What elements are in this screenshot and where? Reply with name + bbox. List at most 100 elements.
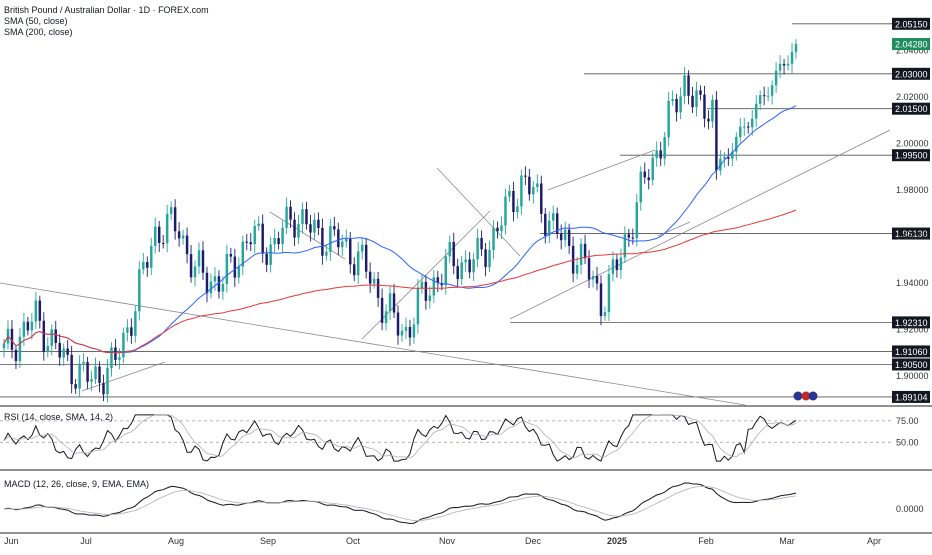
candle: [659, 150, 662, 159]
candle: [452, 242, 455, 267]
candle: [555, 213, 559, 234]
candle: [134, 311, 137, 336]
candle: [360, 244, 364, 252]
candle: [774, 70, 778, 86]
candle: [142, 262, 145, 270]
rsi-tick-label: 50.00: [896, 437, 919, 447]
candle: [484, 249, 487, 268]
candle: [412, 324, 416, 338]
time-tick-label: Nov: [439, 536, 456, 546]
candle: [50, 329, 53, 347]
candle: [313, 219, 316, 233]
candle: [349, 238, 352, 265]
candle: [400, 330, 404, 336]
candle: [18, 336, 22, 362]
price-tick-label: 1.94000: [896, 278, 929, 288]
trendline: [0, 282, 746, 406]
candle: [460, 262, 463, 280]
candle: [703, 94, 706, 119]
candle: [408, 326, 412, 338]
candle: [440, 283, 444, 286]
candle: [193, 266, 197, 278]
trendline: [436, 167, 521, 257]
candle: [675, 99, 678, 113]
level-label: 1.92310: [895, 318, 928, 328]
candle: [715, 99, 718, 171]
candle: [723, 157, 726, 159]
candle: [138, 269, 141, 312]
candle: [78, 363, 81, 389]
candle: [687, 75, 690, 96]
chart-legend: British Pound / Australian Dollar · 1D ·…: [4, 5, 209, 38]
candle: [747, 126, 750, 128]
candle: [396, 312, 400, 336]
candle: [42, 320, 46, 352]
candle: [699, 90, 702, 95]
candle: [651, 157, 654, 181]
candle: [201, 250, 205, 273]
candle: [727, 157, 730, 159]
candle: [794, 44, 798, 52]
candle: [305, 209, 308, 225]
candle: [532, 187, 535, 195]
event-marker: [808, 391, 818, 401]
candle: [221, 284, 225, 292]
candle: [667, 100, 670, 138]
candle: [154, 226, 157, 246]
level-label: 2.05150: [895, 19, 928, 29]
level-label: 1.96130: [895, 229, 928, 239]
candle: [177, 231, 181, 239]
candle: [34, 300, 38, 322]
candle: [544, 213, 547, 236]
candle: [114, 347, 117, 360]
time-tick-label: Jul: [80, 536, 92, 546]
candle: [265, 253, 268, 265]
candle: [297, 224, 300, 238]
candle: [58, 342, 61, 358]
candle: [436, 277, 440, 284]
candle: [10, 328, 14, 350]
candle: [293, 219, 296, 238]
candle: [683, 75, 686, 97]
level-label-bg: [892, 358, 930, 371]
current-price-bg: [892, 38, 930, 51]
time-tick-label: Sep: [260, 536, 276, 546]
candle: [758, 95, 762, 104]
sma50-line: [3, 105, 797, 354]
candle: [253, 226, 256, 245]
candle: [671, 99, 674, 101]
candle: [205, 272, 209, 294]
candle: [26, 321, 30, 331]
candle: [245, 241, 249, 243]
price-tick-label: 2.00000: [896, 139, 929, 149]
candle: [508, 191, 511, 197]
candle: [404, 326, 408, 331]
candle: [106, 368, 109, 395]
candle: [655, 150, 658, 158]
candle: [591, 276, 595, 280]
time-tick-label: Feb: [698, 536, 714, 546]
candle: [368, 271, 372, 284]
candle: [169, 207, 173, 215]
candle: [317, 219, 320, 228]
candle: [635, 202, 639, 239]
candle: [301, 209, 304, 225]
candle: [599, 283, 603, 316]
candle: [249, 242, 252, 245]
current-price-label: 2.04280: [895, 40, 928, 50]
candle: [647, 177, 650, 181]
candle: [416, 288, 420, 325]
candle: [456, 266, 459, 280]
candle: [30, 321, 34, 331]
candle: [663, 137, 666, 159]
candle: [575, 264, 579, 274]
candle: [98, 366, 101, 384]
candle: [269, 244, 272, 265]
candle: [337, 229, 340, 248]
rsi-label: RSI (14, close, SMA, 14, 2): [4, 412, 114, 422]
candle: [750, 118, 754, 128]
candle: [150, 245, 153, 268]
candle: [380, 297, 384, 323]
